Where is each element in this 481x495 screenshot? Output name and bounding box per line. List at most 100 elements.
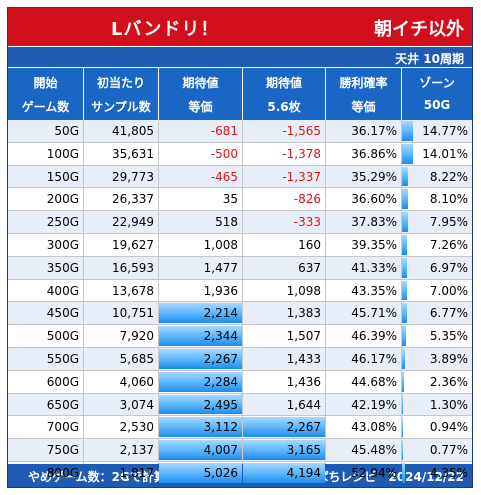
ev-highlight-bar [243, 462, 325, 483]
cell-win: 44.68% [326, 370, 402, 393]
cell-ev_56: 4,194 [243, 461, 326, 484]
cell-value: 14.77% [422, 124, 468, 138]
zone-rate-bar [402, 417, 403, 438]
cell-value: 36.17% [351, 124, 397, 138]
cell-start: 350G [8, 256, 84, 279]
cell-value: 1,817 [119, 465, 154, 480]
title-bar: Lバンドリ！ 朝イチ以外 [8, 8, 472, 46]
cell-value: 2,530 [119, 420, 154, 435]
cell-ev_56: 1,383 [243, 302, 326, 325]
cell-win: 36.60% [326, 188, 402, 211]
table-row: 50G 41,805 -681 -1,565 36.17% 14.77% [8, 120, 472, 143]
cell-zone: 7.95% [402, 211, 472, 233]
condition-label: 朝イチ以外 [374, 19, 464, 40]
cell-value: 39.35% [351, 237, 397, 252]
ev-highlight-bar [159, 394, 242, 415]
cell-value: 1.30% [429, 397, 468, 412]
ev-highlight-bar [159, 326, 242, 346]
table-row: 650G 3,074 2,495 1,644 42.19% 1.30% [8, 393, 472, 417]
cell-value: -333 [293, 215, 321, 230]
cell-value: 43.35% [351, 283, 397, 298]
cell-value: 22,949 [112, 215, 154, 230]
cell-samples: 7,920 [84, 325, 159, 347]
header-line1: 開始 [33, 76, 58, 90]
cell-value: 2,495 [203, 397, 238, 412]
cell-win: 45.71% [326, 302, 402, 325]
cell-value: 1,936 [203, 283, 238, 298]
cell-ev_56: -1,337 [243, 165, 326, 188]
zone-rate-bar [402, 326, 406, 346]
cell-value: 800G [46, 465, 79, 480]
cell-value: 1,644 [286, 397, 321, 412]
cell-samples: 19,627 [84, 233, 159, 256]
cell-value: 35.29% [351, 169, 397, 184]
cell-win: 46.17% [326, 347, 402, 370]
cell-start: 600G [8, 370, 84, 393]
header-line1: 期待値 [265, 76, 302, 90]
cell-value: 5.35% [429, 329, 468, 344]
cell-zone: 5.35% [402, 325, 472, 347]
cell-value: 7.26% [429, 237, 468, 252]
cell-start: 300G [8, 233, 84, 256]
cell-value: 45.71% [351, 306, 397, 321]
cell-start: 150G [8, 165, 84, 188]
header-line1: ゾーン [419, 76, 455, 90]
cell-value: -826 [293, 192, 321, 207]
zone-rate-bar [402, 280, 407, 301]
zone-rate-bar [402, 166, 408, 187]
cell-value: -1,378 [282, 146, 321, 161]
cell-ev_56: 1,644 [243, 393, 326, 416]
cell-value: 3,074 [119, 397, 154, 412]
cell-value: 8.10% [429, 192, 468, 207]
cell-value: 5,026 [203, 465, 238, 480]
cell-start: 200G [8, 188, 84, 211]
cell-samples: 3,074 [84, 393, 159, 416]
cell-value: 2,284 [203, 374, 238, 389]
cell-zone: 6.77% [402, 302, 472, 324]
cell-ev_eq: 2,214 [159, 302, 243, 325]
cell-value: 52.94% [351, 465, 397, 480]
cell-ev_eq: -465 [159, 165, 243, 188]
ev-highlight-bar [159, 417, 242, 438]
cell-value: 3.89% [429, 351, 468, 366]
cell-value: 13,678 [112, 283, 154, 298]
cell-value: 4,060 [119, 374, 154, 389]
cell-value: 350G [46, 260, 79, 275]
cell-value: 8.22% [429, 169, 468, 184]
table-row: 600G 4,060 2,284 1,436 44.68% 2.36% [8, 370, 472, 394]
cell-win: 37.83% [326, 211, 402, 233]
cell-start: 100G [8, 142, 84, 165]
cell-samples: 26,337 [84, 188, 159, 211]
table-row: 400G 13,678 1,936 1,098 43.35% 7.00% [8, 279, 472, 303]
table-row: 550G 5,685 2,267 1,433 46.17% 3.89% [8, 347, 472, 371]
cell-ev_56: 1,436 [243, 370, 326, 393]
cell-value: 300G [46, 237, 79, 252]
cell-value: 2,214 [203, 306, 238, 321]
cell-value: 0.94% [429, 420, 468, 435]
cell-value: 1,098 [286, 283, 321, 298]
cell-value: 37.83% [351, 215, 397, 230]
cell-value: 600G [46, 374, 79, 389]
cell-zone: 8.10% [402, 188, 472, 210]
machine-title: Lバンドリ！ [111, 19, 220, 40]
cell-ev_eq: 4,007 [159, 439, 243, 461]
cell-samples: 16,593 [84, 256, 159, 279]
cell-value: 7.95% [429, 215, 468, 230]
cell-value: 46.17% [351, 351, 397, 366]
cell-zone: 14.77% [402, 120, 472, 142]
cell-value: 200G [46, 192, 79, 207]
cell-win: 36.17% [326, 120, 402, 142]
cell-value: 2,267 [203, 351, 238, 366]
cell-value: 35 [222, 192, 238, 207]
cell-value: 1,477 [203, 260, 238, 275]
ceiling-label: 天井 10周期 [395, 52, 464, 66]
cell-value: 46.39% [351, 329, 397, 344]
cell-ev_56: 3,165 [243, 439, 326, 461]
cell-value: 7.00% [429, 283, 468, 298]
cell-start: 250G [8, 211, 84, 233]
ev-highlight-bar [159, 348, 242, 369]
cell-samples: 4,060 [84, 370, 159, 393]
cell-value: 5,685 [119, 351, 154, 366]
cell-value: 29,773 [112, 169, 154, 184]
footer-note: やめゲーム数：2Gで計算 [28, 470, 166, 484]
